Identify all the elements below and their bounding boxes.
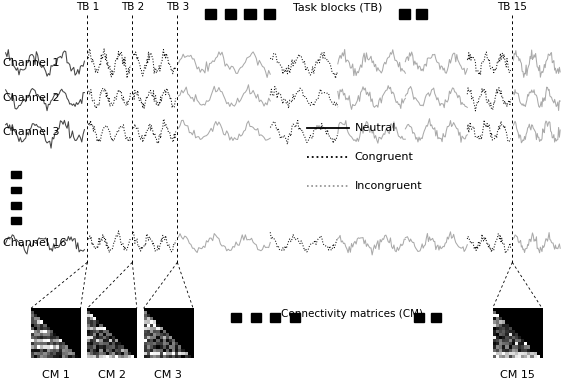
Bar xyxy=(11,171,21,178)
Text: Task blocks (TB): Task blocks (TB) xyxy=(293,2,382,12)
Bar xyxy=(399,9,410,19)
Text: Channel 16: Channel 16 xyxy=(3,238,66,248)
Text: CM 1: CM 1 xyxy=(42,370,70,380)
Bar xyxy=(244,9,256,19)
Text: Connectivity matrices (CM): Connectivity matrices (CM) xyxy=(281,309,423,319)
Bar xyxy=(414,313,424,322)
Bar xyxy=(11,187,21,193)
Text: TB 1: TB 1 xyxy=(75,2,99,12)
Bar xyxy=(264,9,275,19)
Bar xyxy=(431,313,441,322)
Text: CM 15: CM 15 xyxy=(500,370,535,380)
Text: Neutral: Neutral xyxy=(355,123,396,133)
Bar xyxy=(416,9,427,19)
Bar xyxy=(205,9,216,19)
Bar xyxy=(270,313,280,322)
Bar xyxy=(231,313,241,322)
Bar xyxy=(11,202,21,209)
Text: Channel 1: Channel 1 xyxy=(3,58,59,68)
Text: TB 3: TB 3 xyxy=(166,2,189,12)
Text: Channel 2: Channel 2 xyxy=(3,93,60,103)
Bar xyxy=(11,217,21,224)
Text: Incongruent: Incongruent xyxy=(355,181,422,191)
Text: Congruent: Congruent xyxy=(355,152,414,162)
Text: CM 2: CM 2 xyxy=(98,370,126,380)
Bar xyxy=(290,313,300,322)
Text: Channel 3: Channel 3 xyxy=(3,127,59,137)
Text: CM 3: CM 3 xyxy=(154,370,182,380)
Text: TB 2: TB 2 xyxy=(120,2,144,12)
Text: TB 15: TB 15 xyxy=(497,2,528,12)
Bar xyxy=(225,9,236,19)
Bar xyxy=(251,313,261,322)
